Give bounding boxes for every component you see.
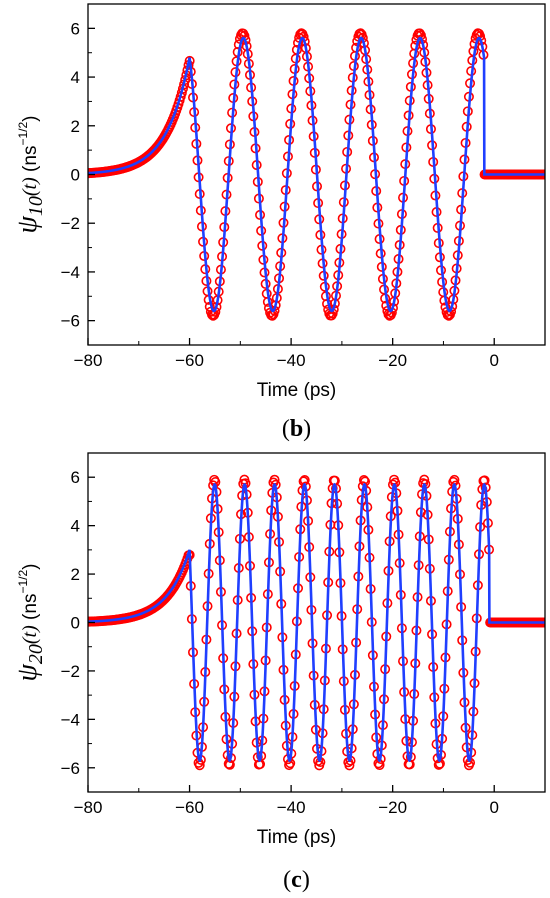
y-label-unit: (ns — [20, 146, 41, 178]
y-tick-label: −2 — [61, 662, 80, 681]
y-label-unit-close: ) — [20, 564, 41, 570]
y-axis-label: ψ10(t) (ns−1/2) — [12, 116, 47, 234]
y-label-arg: (t) — [19, 625, 41, 644]
y-label-unit-close: ) — [20, 116, 41, 122]
y-tick-label: 6 — [71, 468, 80, 487]
y-label-subscript: 20 — [25, 644, 47, 664]
panel-label: (c) — [283, 867, 310, 893]
y-axis-label: ψ20(t) (ns−1/2) — [12, 564, 47, 682]
x-axis-label: Time (ps) — [257, 827, 337, 848]
panel-label: (b) — [282, 416, 311, 442]
y-label-subscript: 10 — [25, 196, 47, 216]
series-line-1 — [88, 482, 545, 763]
x-tick-label: −80 — [74, 351, 103, 370]
x-tick-label: −20 — [378, 798, 407, 817]
x-tick-label: 0 — [489, 798, 498, 817]
x-axis-label: Time (ps) — [257, 380, 337, 401]
x-tick-label: −40 — [277, 798, 306, 817]
x-tick-label: −60 — [175, 798, 204, 817]
y-label-unit-sup: −1/2 — [16, 570, 30, 594]
x-tick-label: −60 — [175, 351, 204, 370]
y-label-arg: (t) — [19, 177, 41, 196]
x-tick-label: −80 — [74, 798, 103, 817]
y-tick-label: −4 — [61, 710, 80, 729]
y-tick-label: 0 — [71, 166, 80, 185]
y-tick-label: −2 — [61, 214, 80, 233]
x-tick-label: −20 — [378, 351, 407, 370]
y-tick-label: 4 — [71, 517, 80, 536]
y-label-unit-sup: −1/2 — [16, 122, 30, 146]
y-tick-label: 6 — [71, 19, 80, 38]
y-tick-label: −4 — [61, 263, 80, 282]
y-tick-label: −6 — [61, 312, 80, 331]
y-tick-label: 2 — [71, 565, 80, 584]
x-tick-label: 0 — [489, 351, 498, 370]
y-label-unit: (ns — [20, 594, 41, 626]
y-label-symbol: ψ — [12, 216, 43, 234]
series-line-1 — [88, 36, 545, 313]
y-label-symbol: ψ — [12, 664, 43, 682]
y-tick-label: 2 — [71, 117, 80, 136]
y-tick-label: 4 — [71, 68, 80, 87]
y-tick-label: −6 — [61, 759, 80, 778]
y-tick-label: 0 — [71, 614, 80, 633]
x-tick-label: −40 — [277, 351, 306, 370]
